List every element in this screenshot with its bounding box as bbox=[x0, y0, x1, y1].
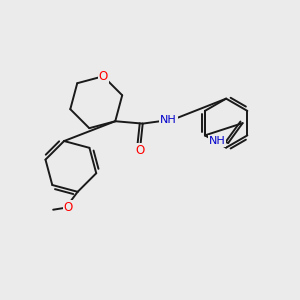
Text: O: O bbox=[64, 201, 73, 214]
Text: NH: NH bbox=[208, 136, 225, 146]
Text: NH: NH bbox=[160, 115, 177, 125]
Text: O: O bbox=[99, 70, 108, 83]
Text: O: O bbox=[136, 144, 145, 157]
